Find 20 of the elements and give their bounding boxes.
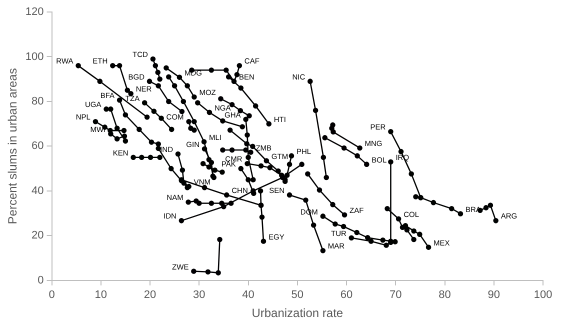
x-tick-label: 70 bbox=[390, 289, 402, 302]
y-tick-label: 60 bbox=[32, 140, 44, 152]
x-tick-label: 40 bbox=[242, 289, 254, 302]
y-tick-label: 120 bbox=[25, 6, 44, 18]
y-tick-label: 100 bbox=[25, 50, 44, 63]
y-axis-title: Percent slums in urban areas bbox=[6, 68, 20, 224]
y-tick-label: 20 bbox=[32, 230, 44, 242]
y-tick-label: 0 bbox=[38, 274, 44, 286]
x-tick-label: 90 bbox=[488, 289, 500, 302]
x-tick-label: 60 bbox=[340, 289, 353, 302]
y-tick-label: 40 bbox=[32, 184, 44, 197]
x-tick-label: 10 bbox=[94, 289, 108, 302]
x-tick-label: 80 bbox=[438, 289, 451, 302]
x-tick-label: 50 bbox=[291, 289, 304, 302]
x-tick-label: 30 bbox=[193, 289, 206, 302]
x-axis-title: Urbanization rate bbox=[252, 306, 344, 320]
y-tick-label: 80 bbox=[32, 96, 44, 108]
x-tick-label: 100 bbox=[534, 289, 552, 302]
x-tick-label: 0 bbox=[48, 289, 55, 302]
x-tick-label: 20 bbox=[144, 289, 156, 302]
